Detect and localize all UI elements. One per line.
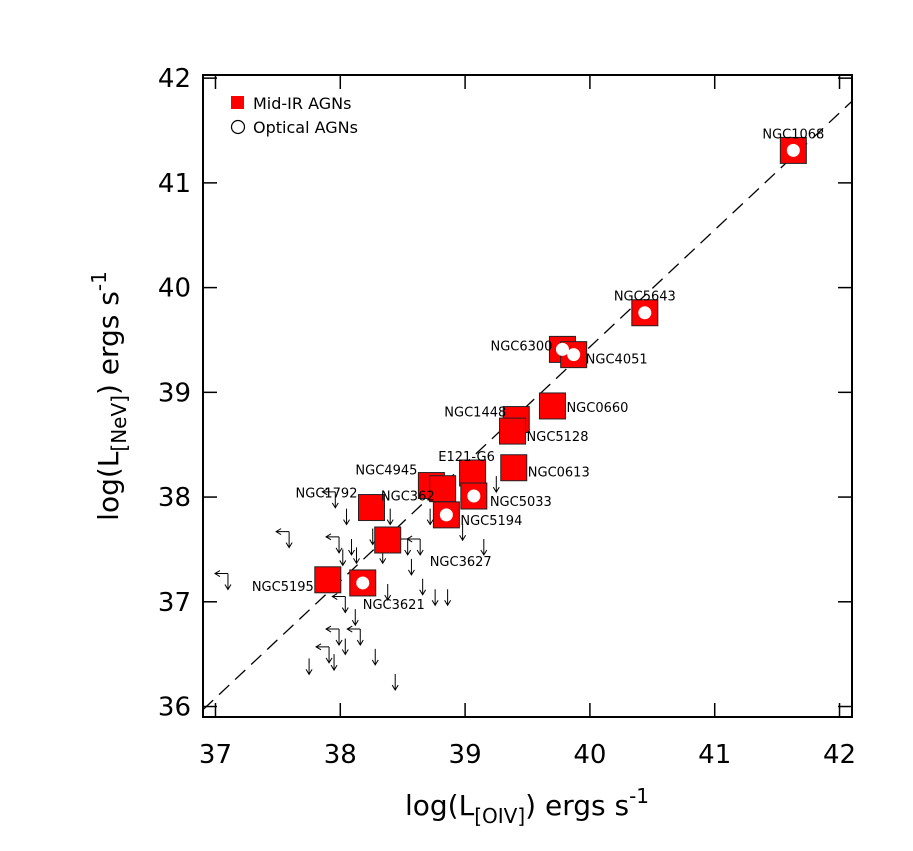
x-label-main: log(L xyxy=(405,789,475,822)
upper-limit xyxy=(353,547,360,565)
point-label: NGC4051 xyxy=(586,353,648,368)
point-square xyxy=(314,566,342,594)
point-label: NGC362 xyxy=(381,490,435,505)
upper-limit xyxy=(348,538,355,556)
fit-line xyxy=(203,100,852,711)
x-tick-label: 41 xyxy=(698,740,731,770)
upper-limit xyxy=(384,583,392,601)
point-circle xyxy=(356,576,370,590)
point-label: NGC6300 xyxy=(490,339,552,354)
y-tick-label: 40 xyxy=(158,274,191,304)
upper-limit xyxy=(393,535,412,556)
point-square xyxy=(499,417,527,445)
upper-limit xyxy=(305,658,313,676)
point-circle xyxy=(638,306,652,320)
upper-limit xyxy=(480,538,488,556)
y-label-rest: ) ergs s xyxy=(92,291,125,395)
y-tick-label: 38 xyxy=(158,483,191,513)
y-tick-label: 36 xyxy=(158,693,191,723)
y-label-sub: [NeV] xyxy=(107,395,131,452)
point-square xyxy=(460,482,488,510)
point-label: NGC3627 xyxy=(430,555,492,570)
upper-limit xyxy=(346,625,364,646)
point-circle xyxy=(439,508,453,522)
legend-marker xyxy=(231,96,244,109)
upper-limit xyxy=(213,570,232,591)
point-label: NGC1068 xyxy=(762,127,824,142)
upper-limit xyxy=(408,558,415,576)
point-square xyxy=(357,494,385,522)
y-label-sup: -1 xyxy=(87,271,111,291)
upper-limit xyxy=(315,643,333,664)
point-label: NGC1448 xyxy=(444,406,506,421)
point-square xyxy=(538,392,566,420)
upper-limit xyxy=(492,476,500,494)
upper-limit xyxy=(325,533,343,554)
upper-limit xyxy=(444,589,452,607)
x-tick-label: 40 xyxy=(573,740,606,770)
upper-limit xyxy=(351,609,359,627)
upper-limit xyxy=(321,488,339,509)
point-circle xyxy=(555,342,569,356)
upper-limit xyxy=(331,593,349,614)
y-tick-label: 42 xyxy=(158,64,191,94)
y-tick-label: 41 xyxy=(158,169,191,199)
point-label: NGC5033 xyxy=(490,495,552,510)
upper-limit xyxy=(426,508,434,526)
plot-frame xyxy=(202,74,853,718)
legend-marker xyxy=(230,119,246,135)
upper-limit xyxy=(343,508,350,526)
point-label: NGC0613 xyxy=(528,466,590,481)
plot-area xyxy=(203,100,852,711)
y-label-main: log(L xyxy=(92,451,125,521)
upper-limit xyxy=(419,578,427,596)
upper-limit xyxy=(386,508,394,526)
point-label: NGC5643 xyxy=(614,290,676,305)
point-circle xyxy=(567,348,581,362)
upper-limit xyxy=(391,674,399,692)
point-label: NGC5194 xyxy=(460,514,522,529)
upper-limit xyxy=(341,638,349,656)
point-label: NGC4945 xyxy=(355,464,417,479)
x-tick-label: 38 xyxy=(324,740,357,770)
point-label: NGC5195 xyxy=(252,580,314,595)
legend-label: Mid-IR AGNs xyxy=(253,94,351,113)
x-label-rest: ) ergs s xyxy=(525,789,629,822)
upper-limit xyxy=(325,625,343,646)
legend-label: Optical AGNs xyxy=(253,118,358,137)
x-tick-label: 39 xyxy=(449,740,482,770)
point-label: NGC1792 xyxy=(296,487,358,502)
point-label: E121-G6 xyxy=(438,450,495,465)
x-tick-label: 42 xyxy=(823,740,856,770)
point-label: NGC3621 xyxy=(363,598,425,613)
point-square xyxy=(374,526,402,554)
upper-limit xyxy=(459,524,467,542)
x-axis-label: log(L[OIV]) ergs s-1 xyxy=(405,784,649,828)
upper-limit xyxy=(330,654,338,672)
point-circle xyxy=(786,143,800,157)
point-label: NGC5128 xyxy=(527,430,589,445)
upper-limit xyxy=(339,549,347,567)
y-tick-label: 39 xyxy=(158,378,191,408)
upper-limit xyxy=(431,589,439,607)
y-axis-label: log(L[NeV]) ergs s-1 xyxy=(87,271,131,521)
x-label-sup: -1 xyxy=(629,784,649,808)
x-tick-label: 37 xyxy=(199,740,232,770)
point-square xyxy=(500,454,528,482)
upper-limit xyxy=(406,535,424,556)
point-circle xyxy=(467,489,481,503)
upper-limit xyxy=(275,528,293,549)
point-label: NGC0660 xyxy=(566,401,628,416)
y-tick-label: 37 xyxy=(158,588,191,618)
x-label-sub: [OIV] xyxy=(474,804,525,828)
upper-limit xyxy=(371,648,379,666)
